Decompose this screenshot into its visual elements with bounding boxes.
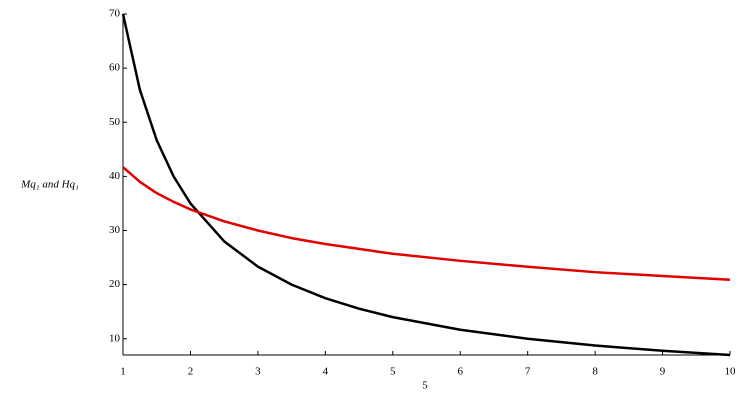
y-tick-label: 30: [109, 224, 121, 236]
x-tick-label: 1: [120, 366, 126, 378]
x-tick-label: 2: [188, 366, 194, 378]
x-tick-label: 7: [525, 366, 531, 378]
x-tick-label: 6: [457, 366, 463, 378]
y-tick-label: 40: [109, 170, 121, 182]
y-tick-label: 20: [109, 278, 121, 290]
series-line: [121, 13, 731, 357]
series-line: [122, 166, 731, 282]
y-tick-label: 50: [109, 116, 121, 128]
x-tick-label: 10: [725, 366, 737, 378]
y-tick-label: 10: [109, 332, 121, 344]
y-axis-label: Mq₁ and Hq₁: [20, 179, 79, 191]
x-tick-label: 3: [255, 366, 261, 378]
x-tick-label: 9: [660, 366, 666, 378]
y-tick-label: 60: [109, 62, 121, 74]
x-tick-label: 4: [323, 366, 329, 378]
x-tick-label: 5: [390, 366, 396, 378]
x-axis-label: 5: [422, 380, 428, 392]
x-tick-label: 8: [592, 366, 598, 378]
y-tick-label: 70: [109, 8, 121, 20]
